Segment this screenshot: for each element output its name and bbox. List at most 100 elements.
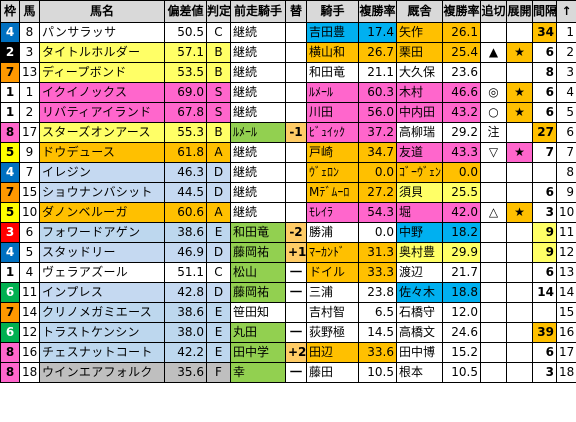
rank-cell: 13 xyxy=(556,262,576,283)
jockey-cell: ﾙﾒｰﾙ xyxy=(306,82,359,103)
stable-cell: 渡辺 xyxy=(396,262,443,283)
stable-cell: 大久保 xyxy=(396,62,443,83)
horse-name-cell: ディープボンド xyxy=(39,62,165,83)
header-hensa: 偏差値 xyxy=(164,0,207,23)
change-cell: -1 xyxy=(285,122,307,143)
stable-rate-cell: 43.2 xyxy=(442,102,481,123)
tenkai-cell xyxy=(506,322,533,343)
interval-cell: 8 xyxy=(532,62,557,83)
jockey-rate-cell: 31.3 xyxy=(358,242,397,263)
hensa-cell: 55.3 xyxy=(164,122,207,143)
horse-name-cell: イレジン xyxy=(39,162,165,183)
rank-cell: 2 xyxy=(556,42,576,63)
hensa-cell: 38.6 xyxy=(164,302,207,323)
header-uma: 馬 xyxy=(19,0,40,23)
jockey-cell: ｳﾞｪﾛﾝ xyxy=(306,162,359,183)
grade-cell: A xyxy=(206,142,231,163)
table-row: 5 10 ダノンベルーガ 60.6 A 継続 ﾓﾚｲﾗ 54.3 堀 42.0 △ ★ 3 10 xyxy=(0,202,576,223)
change-cell xyxy=(285,202,307,223)
prev-jockey-cell: 継続 xyxy=(230,162,286,183)
interval-cell: 27 xyxy=(532,122,557,143)
change-cell xyxy=(285,142,307,163)
header-interval: 間隔 xyxy=(532,0,557,23)
jockey-cell: 戸崎 xyxy=(306,142,359,163)
table-row: 8 16 チェスナットコート 42.2 E 田中学 +2 田辺 33.6 田中博 15.2 6 17 xyxy=(0,342,576,363)
oikiri-cell xyxy=(480,182,507,203)
rank-cell: 11 xyxy=(556,222,576,243)
jockey-rate-cell: 6.5 xyxy=(358,302,397,323)
stable-rate-cell: 12.0 xyxy=(442,302,481,323)
oikiri-cell xyxy=(480,302,507,323)
tenkai-cell: ★ xyxy=(506,202,533,223)
hensa-cell: 44.5 xyxy=(164,182,207,203)
grade-cell: D xyxy=(206,242,231,263)
interval-cell: 7 xyxy=(532,142,557,163)
stable-cell: 中内田 xyxy=(396,102,443,123)
jockey-rate-cell: 10.5 xyxy=(358,362,397,383)
uma-cell: 1 xyxy=(19,82,40,103)
prev-jockey-cell: 田中学 xyxy=(230,342,286,363)
waku-cell: 7 xyxy=(0,182,20,203)
header-waku: 枠 xyxy=(0,0,20,23)
change-cell: 一 xyxy=(285,362,307,383)
uma-cell: 18 xyxy=(19,362,40,383)
interval-cell: 6 xyxy=(532,42,557,63)
header-jockey: 騎手 xyxy=(306,0,359,23)
rank-cell: 7 xyxy=(556,142,576,163)
uma-cell: 14 xyxy=(19,302,40,323)
tenkai-cell xyxy=(506,62,533,83)
change-cell: -2 xyxy=(285,222,307,243)
uma-cell: 7 xyxy=(19,162,40,183)
oikiri-cell xyxy=(480,162,507,183)
tenkai-cell xyxy=(506,22,533,43)
jockey-rate-cell: 27.2 xyxy=(358,182,397,203)
horse-name-cell: スターズオンアース xyxy=(39,122,165,143)
waku-cell: 5 xyxy=(0,142,20,163)
table-row: 6 12 トラストケンシン 38.0 E 丸田一荻野極 14.5 高橋文 24.6 39 16 xyxy=(0,322,576,343)
rank-cell: 12 xyxy=(556,242,576,263)
rank-cell: 8 xyxy=(556,162,576,183)
oikiri-cell xyxy=(480,242,507,263)
grade-cell: E xyxy=(206,302,231,323)
jockey-rate-cell: 56.0 xyxy=(358,102,397,123)
jockey-cell: 横山和 xyxy=(306,42,359,63)
hensa-cell: 42.2 xyxy=(164,342,207,363)
stable-cell: 石橋守 xyxy=(396,302,443,323)
interval-cell: 3 xyxy=(532,362,557,383)
change-cell: 一 xyxy=(285,282,307,303)
tenkai-cell xyxy=(506,342,533,363)
horse-name-cell: クリノメガミエース xyxy=(39,302,165,323)
header-change: 替 xyxy=(285,0,307,23)
rank-cell: 10 xyxy=(556,202,576,223)
grade-cell: F xyxy=(206,362,231,383)
hensa-cell: 46.9 xyxy=(164,242,207,263)
table-row: 4 5 スタッドリー 46.9 D 藤岡祐 +1 ﾏｰｶﾝﾄﾞ 31.3 奥村豊 29.9 9 12 xyxy=(0,242,576,263)
jockey-rate-cell: 37.2 xyxy=(358,122,397,143)
prev-jockey-cell: 松山 xyxy=(230,262,286,283)
oikiri-cell: 注 xyxy=(480,122,507,143)
rank-cell: 17 xyxy=(556,342,576,363)
tenkai-cell xyxy=(506,242,533,263)
stable-rate-cell: 0.0 xyxy=(442,162,481,183)
jockey-cell: 吉田豊 xyxy=(306,22,359,43)
oikiri-cell xyxy=(480,222,507,243)
rank-cell: 5 xyxy=(556,102,576,123)
change-cell: 一 xyxy=(285,322,307,343)
jockey-cell: ﾏｰｶﾝﾄﾞ xyxy=(306,242,359,263)
jockey-rate-cell: 14.5 xyxy=(358,322,397,343)
hensa-cell: 38.6 xyxy=(164,222,207,243)
grade-cell: D xyxy=(206,162,231,183)
rank-cell: 3 xyxy=(556,62,576,83)
horse-name-cell: ダノンベルーガ xyxy=(39,202,165,223)
waku-cell: 8 xyxy=(0,362,20,383)
tenkai-cell xyxy=(506,122,533,143)
prev-jockey-cell: 継続 xyxy=(230,22,286,43)
rank-cell: 4 xyxy=(556,82,576,103)
oikiri-cell: ○ xyxy=(480,102,507,123)
stable-rate-cell: 21.7 xyxy=(442,262,481,283)
jockey-cell: 荻野極 xyxy=(306,322,359,343)
prev-jockey-cell: 丸田 xyxy=(230,322,286,343)
jockey-rate-cell: 0.0 xyxy=(358,222,397,243)
tenkai-cell xyxy=(506,182,533,203)
interval-cell: 6 xyxy=(532,342,557,363)
